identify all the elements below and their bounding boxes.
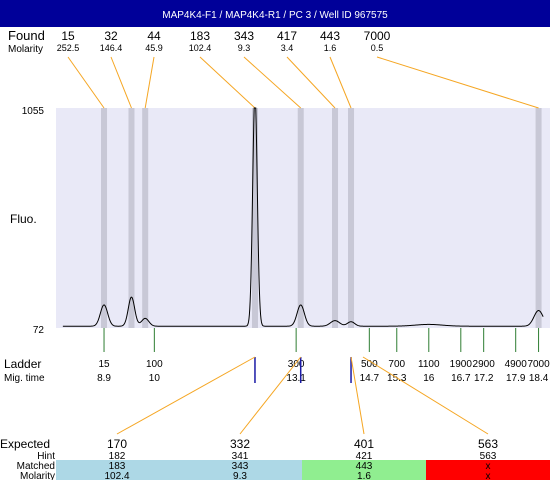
found-size-label: 417 [277,29,297,43]
found-size-label: 183 [190,29,210,43]
found-peak-band [101,108,108,328]
ladder-size-label: 300 [288,359,305,370]
found-size-label: 343 [234,29,254,43]
matched-label: Matched [17,461,55,472]
header-bar [0,0,550,27]
hint-label: Hint [37,451,55,462]
expected-hint: 182 [109,451,126,462]
expected-molarity: 1.6 [357,471,371,480]
expected-match-cell [178,460,302,480]
found-size-label: 44 [147,29,161,43]
found-molarity-label: 9.3 [238,43,251,53]
ladder-size-label: 1100 [418,359,440,370]
ladder-time-label: 8.9 [97,373,111,384]
found-connector [144,56,155,109]
found-connector [243,56,302,109]
expected-connector [350,356,365,435]
found-molarity-label: 45.9 [145,43,163,53]
expected-hint: 421 [356,451,373,462]
ladder-time-label: 13.1 [286,373,306,384]
expected-size: 332 [230,437,250,451]
ladder-size-label: 2900 [473,359,496,370]
molarity-bottom-label: Molarity [20,471,55,480]
found-connector [329,56,352,109]
found-size-label: 32 [104,29,118,43]
found-connector [199,56,256,109]
expected-matched: 183 [109,461,126,472]
ladder-size-label: 100 [146,359,163,370]
expected-size: 401 [354,437,374,451]
expected-matched: 343 [232,461,249,472]
ladder-time-label: 18.4 [529,373,549,384]
expected-matched: x [486,461,491,472]
found-molarity-label: 0.5 [371,43,384,53]
expected-connector [239,356,302,435]
found-connector [110,56,132,109]
found-connector [67,56,105,109]
expected-size: 170 [107,437,127,451]
y-min-label: 72 [33,325,45,336]
found-molarity-label: 102.4 [189,43,212,53]
found-peak-band [142,108,149,328]
ladder-size-label: 700 [388,359,405,370]
ladder-size-label: 500 [361,359,378,370]
expected-matched: 443 [356,461,373,472]
found-peak-band [332,108,339,328]
found-peak-band [251,108,258,328]
expected-size: 563 [478,437,498,451]
ladder-size-label: 7000 [527,359,550,370]
expected-label: Expected [0,437,50,451]
ladder-size-label: 1900 [450,359,473,370]
fluorescence-trace [62,107,544,327]
found-label: Found [8,28,45,43]
found-peak-band [535,108,542,328]
ladder-time-label: 14.7 [360,373,380,384]
found-size-label: 443 [320,29,340,43]
found-molarity-label: 252.5 [57,43,80,53]
ladder-time-label: 17.2 [474,373,494,384]
expected-molarity: 102.4 [104,471,129,480]
found-size-label: 7000 [364,29,391,43]
expected-match-cell [302,460,426,480]
ladder-time-label: 16 [423,373,435,384]
y-axis-label: Fluo. [10,212,37,226]
expected-connector [116,356,256,435]
molarity-label: Molarity [8,44,43,55]
ladder-time-label: 10 [149,373,161,384]
expected-molarity: 9.3 [233,471,247,480]
expected-molarity: x [486,471,491,480]
found-molarity-label: 1.6 [324,43,337,53]
found-peak-band [297,108,304,328]
found-size-label: 15 [61,29,75,43]
ladder-size-label: 15 [98,359,110,370]
y-max-label: 1055 [22,106,45,117]
ladder-time-label: 16.7 [451,373,471,384]
ladder-time-label: 17.9 [506,373,526,384]
expected-match-cell [426,460,550,480]
found-peak-band [348,108,355,328]
found-molarity-label: 146.4 [100,43,123,53]
expected-hint: 341 [232,451,249,462]
found-connector [376,56,539,109]
expected-connector [362,356,489,435]
expected-hint: 563 [480,451,497,462]
found-connector [286,56,336,109]
header-title: MAP4K4-F1 / MAP4K4-R1 / PC 3 / Well ID 9… [162,10,388,21]
ladder-size-label: 4900 [505,359,528,370]
found-peak-band [128,108,135,328]
expected-match-cell [56,460,178,480]
ladder-label: Ladder [4,357,41,371]
mig-time-label: Mig. time [4,373,45,384]
found-molarity-label: 3.4 [281,43,294,53]
